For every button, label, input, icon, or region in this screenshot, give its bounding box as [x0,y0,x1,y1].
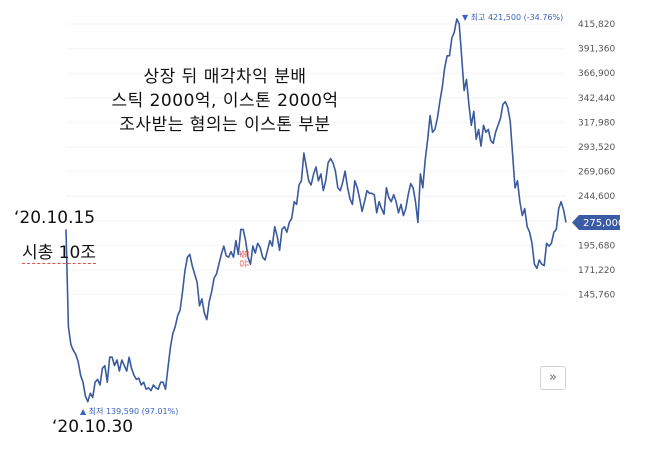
current-price-tag: 275,000 [572,215,624,230]
y-tick-label: 269,060 [578,168,615,178]
y-tick-label: 391,360 [578,45,615,55]
stamp-label: 유출 [239,250,251,268]
y-tick-label: 244,600 [578,192,615,202]
chevron-double-right-icon[interactable]: » [540,366,566,390]
y-axis-ticks: 415,820 391,360 366,900 342,440 317,980 293,5… [578,20,615,301]
y-tick-label: 366,900 [578,69,615,79]
y-tick-label: 317,980 [578,118,615,128]
annotation-market-cap: 시총 10조 [22,238,96,264]
annotation-listing-date: ‘20.10.15 [14,208,96,228]
low-price-label: ▲ 최저 139,590 (97.01%) [80,406,178,416]
annotation-title-line-2: 스틱 2000억, 이스톤 2000억 [111,91,339,111]
y-tick-label: 415,820 [578,20,615,30]
current-price-tag-shape [572,215,620,230]
annotation-market-cap-text: 시총 10조 [22,243,96,264]
y-tick-label: 293,520 [578,143,615,153]
grid-lines [66,23,566,296]
y-tick-label: 171,220 [578,266,615,276]
current-price-label: 275,000 [583,218,624,229]
high-price-label: ▼ 최고 421,500 (-34.76%) [462,12,563,22]
y-tick-label: 195,680 [578,241,615,251]
y-tick-label: 342,440 [578,94,615,104]
annotation-low-date: ‘20.10.30 [52,417,134,437]
y-tick-label: 145,760 [578,291,615,301]
annotation-title-line-3: 조사받는 혐의는 이스톤 부분 [119,115,331,135]
price-series-line [65,18,567,403]
annotation-title-line-1: 상장 뒤 매각차익 분배 [143,67,307,87]
